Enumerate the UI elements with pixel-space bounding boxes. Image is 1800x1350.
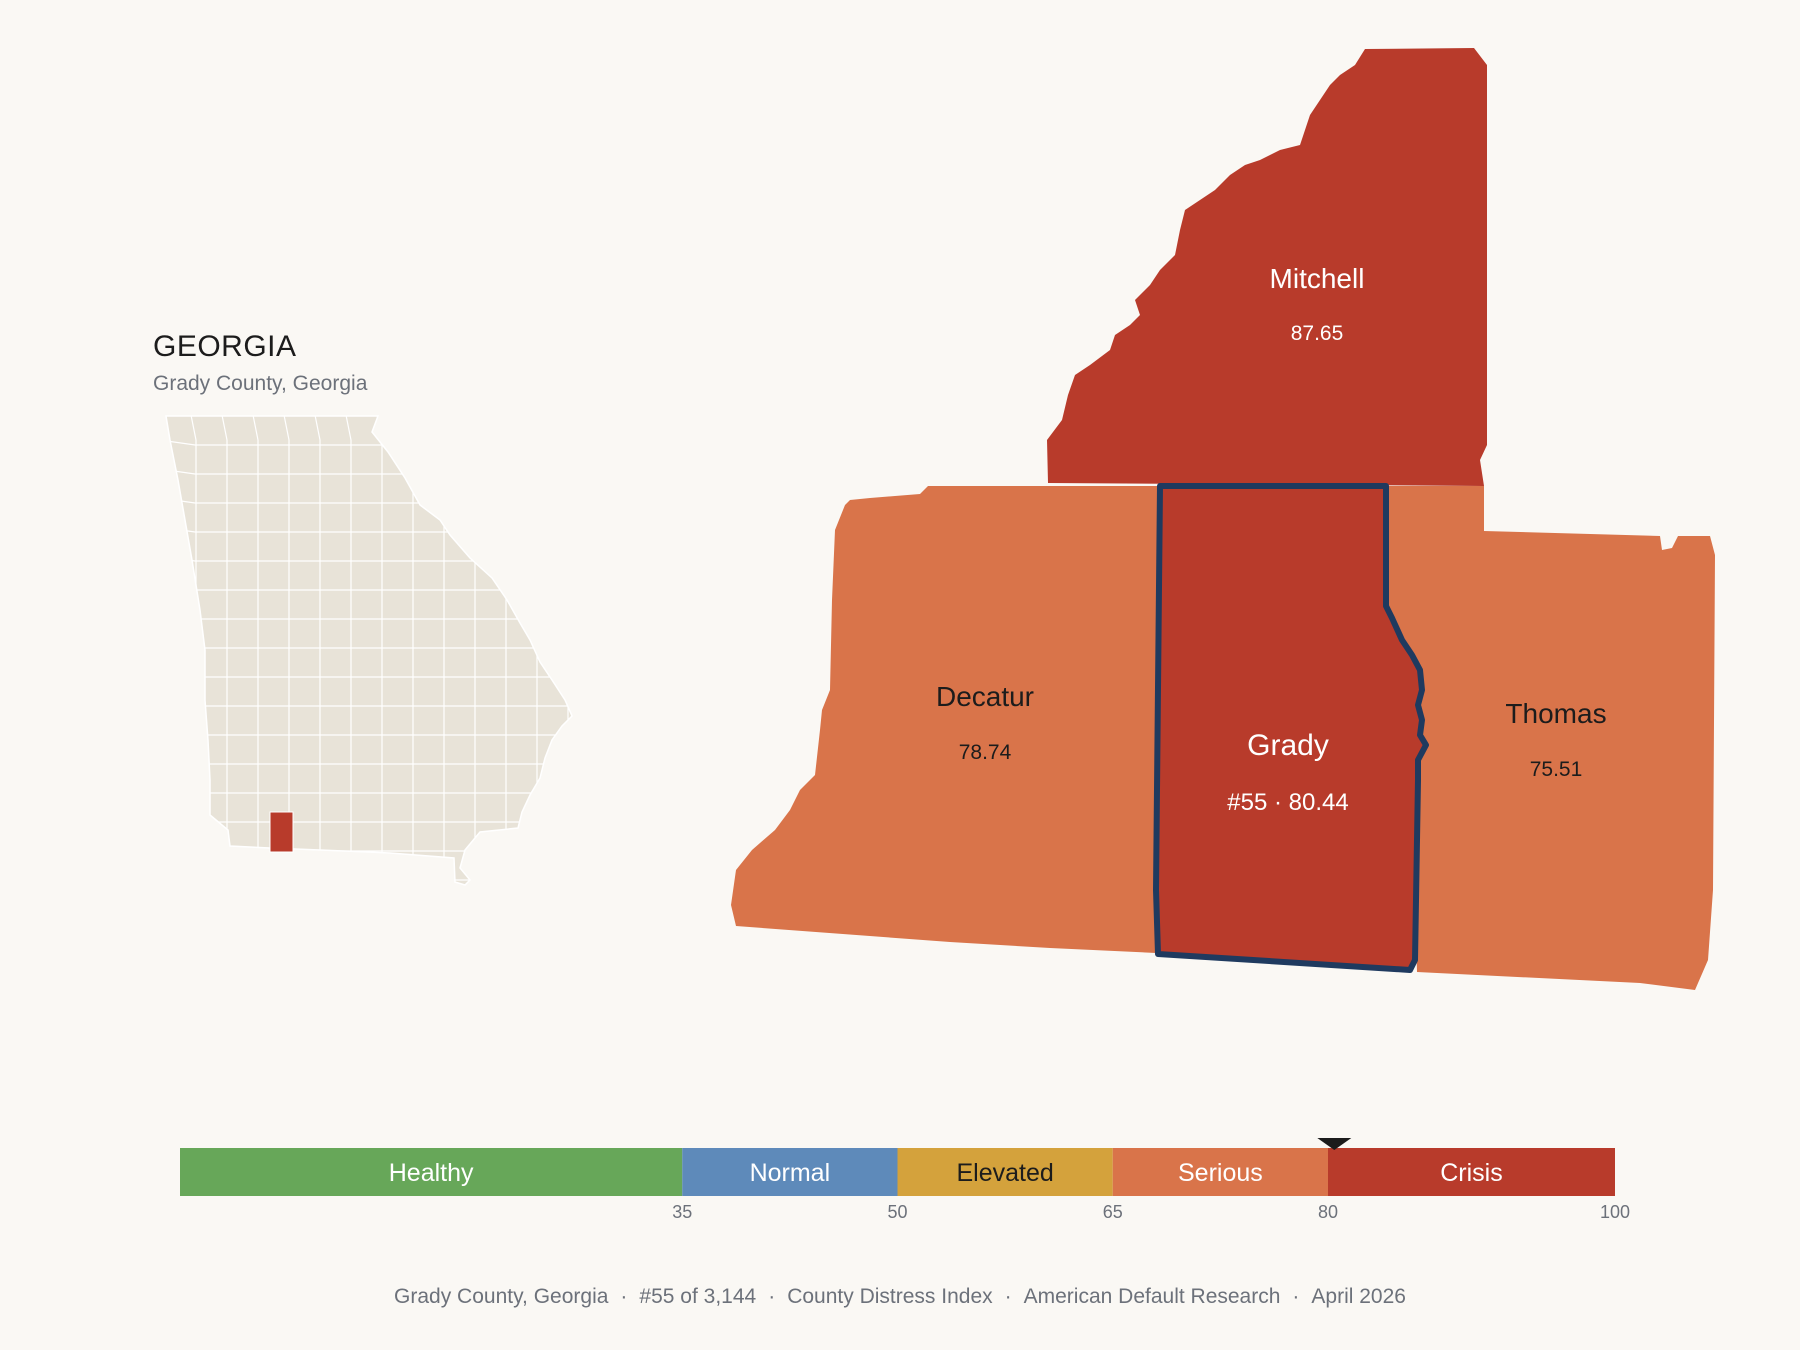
footer-county: Grady County, Georgia — [394, 1285, 609, 1308]
county-grady[interactable] — [1153, 483, 1429, 973]
inset-subtitle: Grady County, Georgia — [153, 372, 368, 395]
legend-band-crisis — [1328, 1148, 1615, 1196]
legend-band-label: Healthy — [389, 1159, 474, 1187]
legend-band-serious — [1112, 1148, 1328, 1196]
county-value-mitchell: 87.65 — [1291, 322, 1344, 345]
county-value-decatur: 78.74 — [959, 741, 1012, 764]
county-label-thomas: Thomas — [1505, 698, 1606, 729]
legend-tick-label: 50 — [887, 1202, 907, 1222]
footer: Grady County, Georgia · #55 of 3,144 · Count… — [0, 1285, 1800, 1309]
footer-rank: #55 of 3,144 — [639, 1285, 757, 1308]
legend-band-healthy — [180, 1148, 683, 1196]
grady-inset-highlight — [269, 811, 294, 853]
legend-marker — [1317, 1138, 1352, 1150]
legend-band-normal — [682, 1148, 898, 1196]
legend-tick-label: 80 — [1318, 1202, 1338, 1222]
legend-tick-label: 100 — [1600, 1202, 1630, 1222]
distress-scale-legend: Healthy Normal Elevated Serious Crisis 35 50 65… — [180, 1138, 1630, 1222]
county-decatur[interactable] — [731, 486, 1158, 953]
footer-date: April 2026 — [1311, 1285, 1406, 1308]
legend-band-label: Normal — [750, 1159, 831, 1187]
legend-tick-label: 65 — [1103, 1202, 1123, 1222]
county-label-decatur: Decatur — [936, 681, 1034, 712]
footer-separator: · — [768, 1285, 776, 1308]
county-value-thomas: 75.51 — [1530, 758, 1583, 781]
county-value-grady: #55 · 80.44 — [1227, 789, 1348, 816]
footer-separator: · — [620, 1285, 628, 1308]
county-labels: Mitchell 87.65 Decatur 78.74 Grady #55 ·… — [936, 263, 1607, 816]
county-label-mitchell: Mitchell — [1270, 263, 1365, 294]
inset-title: GEORGIA — [153, 330, 297, 363]
footer-source: American Default Research — [1023, 1285, 1281, 1308]
county-label-grady: Grady — [1247, 729, 1329, 762]
legend-tick-label: 35 — [672, 1202, 692, 1222]
legend-band-label: Serious — [1178, 1159, 1263, 1187]
county-map — [731, 48, 1715, 990]
georgia-inset-map — [165, 415, 573, 886]
legend-band-elevated — [897, 1148, 1113, 1196]
county-mitchell[interactable] — [1047, 48, 1487, 486]
footer-separator: · — [1292, 1285, 1300, 1308]
county-thomas[interactable] — [1383, 486, 1715, 990]
footer-index: County Distress Index — [787, 1285, 993, 1308]
footer-separator: · — [1004, 1285, 1012, 1308]
legend-band-label: Elevated — [956, 1159, 1053, 1187]
legend-band-label: Crisis — [1440, 1159, 1503, 1187]
